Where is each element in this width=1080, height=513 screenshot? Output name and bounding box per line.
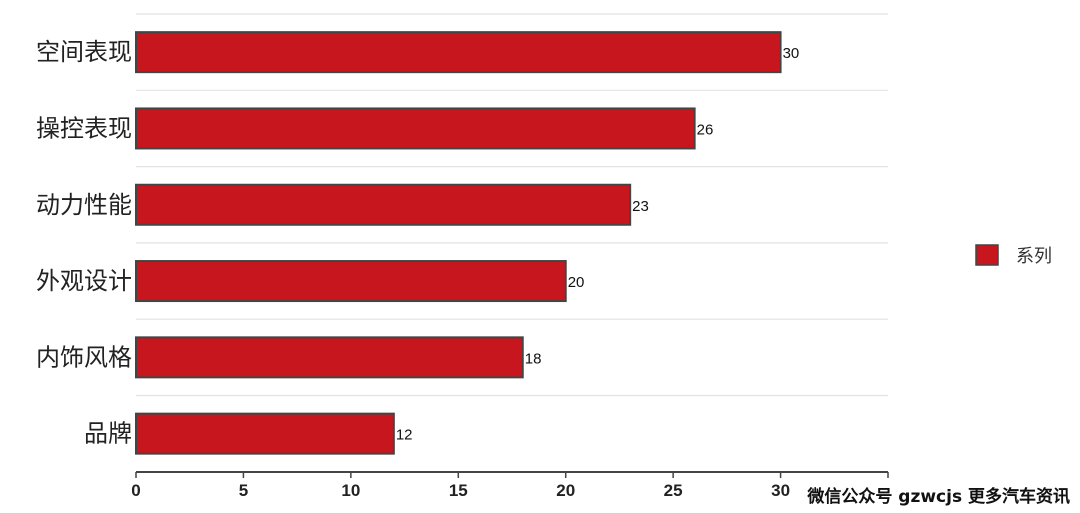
data-labels: 30 26 23 20 18 12 [396,45,800,444]
bar [135,412,395,455]
x-tick-label: 30 [771,481,790,500]
legend: 系列 [975,244,1052,267]
data-label: 20 [568,274,585,291]
bar [135,183,632,226]
data-label: 30 [783,45,800,62]
x-tick-label: 0 [131,481,140,500]
gridlines [136,13,888,397]
x-tick-label: 15 [449,481,468,500]
x-tick-label: 5 [239,481,248,500]
category-label: 空间表现 [36,38,132,66]
data-label: 23 [632,198,649,215]
x-tick-label: 10 [341,481,360,500]
category-label: 品牌 [84,420,132,448]
legend-swatch [975,244,999,266]
bar [135,31,782,74]
category-label: 动力性能 [36,191,132,219]
data-label: 12 [396,427,413,444]
bar [135,107,696,150]
x-tick-label: 25 [664,481,683,500]
bar [135,260,567,303]
data-label: 18 [525,350,542,367]
category-label: 外观设计 [36,267,132,295]
x-axis-ticks: 05101520253035 [131,472,897,500]
bar [135,336,524,379]
data-label: 26 [697,121,714,138]
legend-label: 系列 [1016,246,1052,267]
category-label: 内饰风格 [36,343,132,371]
watermark-text: 微信公众号 gzwcjs 更多汽车资讯 [803,480,1074,509]
category-label: 操控表现 [36,114,132,142]
x-tick-label: 20 [556,481,575,500]
bars [135,31,782,455]
